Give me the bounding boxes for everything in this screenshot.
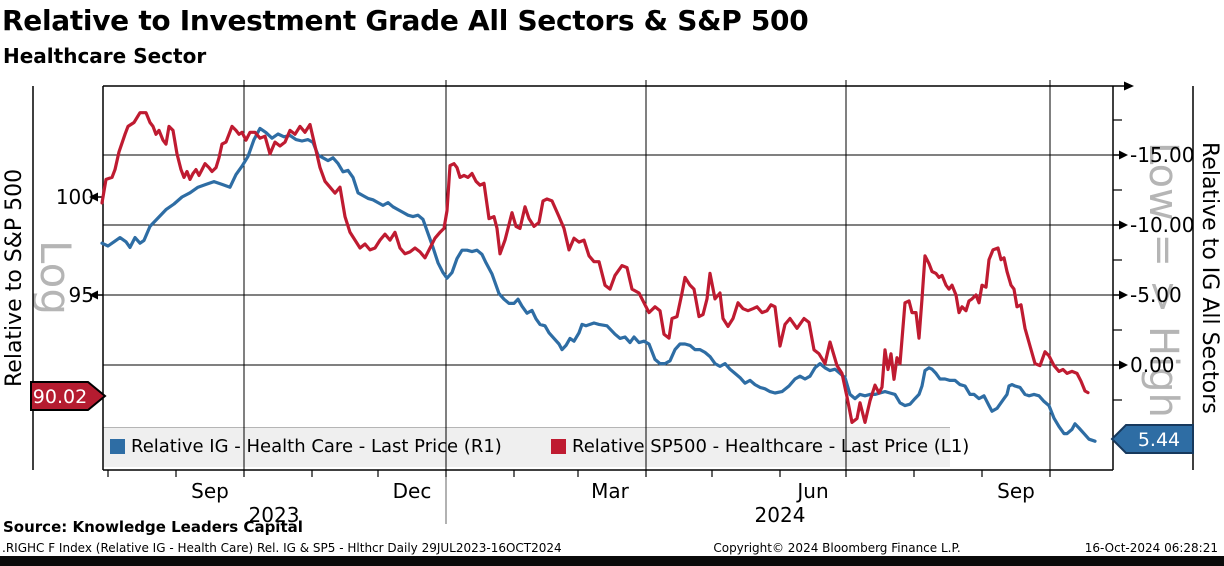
legend-item-relative-sp500-healthcare[interactable]: Relative SP500 - Healthcare - Last Price… — [551, 427, 969, 466]
legend-label-l1: Relative SP500 - Healthcare - Last Price… — [572, 436, 970, 457]
x-axis-month-label: Sep — [191, 479, 229, 503]
chart-title: Relative to Investment Grade All Sectors… — [2, 4, 809, 37]
x-axis-year-label: 2023 — [248, 503, 300, 527]
right-axis-tick-arrow-icon — [1119, 290, 1128, 300]
left-badge-shape — [30, 381, 107, 411]
chart-subtitle: Healthcare Sector — [3, 44, 207, 68]
y-axis-left-tick-label: 95 — [68, 283, 94, 307]
log-scale-watermark: Log — [31, 240, 80, 316]
time-axis-arrowhead-icon — [1124, 81, 1134, 91]
left-badge-value: 90.02 — [33, 386, 87, 408]
index-info-text: .RIGHC F Index (Relative IG - Health Car… — [2, 541, 562, 555]
y-axis-right-tick-label: -15.00 — [1130, 143, 1195, 167]
red-series-line — [100, 111, 1090, 424]
y-axis-right-tick-label: -10.00 — [1130, 213, 1195, 237]
left-axis-last-value-badge: 90.02 — [30, 381, 107, 411]
y-axis-left-tick-label: 100 — [55, 185, 94, 209]
blue-series-swatch-icon — [110, 439, 125, 454]
right-axis-title: Relative to IG All Sectors — [1197, 142, 1222, 414]
legend-item-relative-ig-health-care[interactable]: Relative IG - Health Care - Last Price (… — [110, 427, 502, 466]
blue-series-line — [100, 126, 1097, 443]
timestamp-text: 16-Oct-2024 06:28:21 — [1084, 541, 1218, 555]
red-series-swatch-icon — [551, 439, 566, 454]
left-axis-title: Relative to S&P 500 — [2, 168, 27, 388]
right-axis-tick-arrow-icon — [1119, 220, 1128, 230]
right-axis-tick-arrow-icon — [1119, 360, 1128, 370]
x-axis-year-label: 2024 — [754, 503, 806, 527]
y-axis-right-tick-label: 0.00 — [1130, 353, 1175, 377]
right-axis-last-value-badge: 5.44 — [1110, 424, 1194, 454]
x-axis-month-label: Jun — [797, 479, 829, 503]
source-credit: Source: Knowledge Leaders Capital — [3, 518, 303, 536]
legend-label-r1: Relative IG - Health Care - Last Price (… — [131, 436, 502, 457]
terminal-bottom-bar — [0, 556, 1224, 566]
copyright-text: Copyright© 2024 Bloomberg Finance L.P. — [713, 541, 961, 555]
right-badge-value: 5.44 — [1138, 429, 1180, 451]
x-axis-month-label: Dec — [392, 479, 432, 503]
low-equals-high-watermark: Low = > High — [1140, 142, 1186, 418]
x-axis-month-label: Sep — [997, 479, 1035, 503]
y-axis-right-tick-label: -5.00 — [1130, 283, 1182, 307]
right-axis-tick-arrow-icon — [1119, 150, 1128, 160]
x-axis-month-label: Mar — [591, 479, 629, 503]
